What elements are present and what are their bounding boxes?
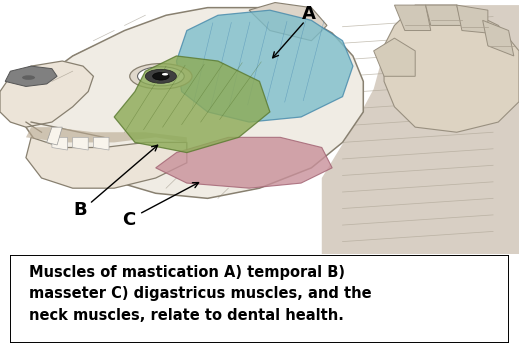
Ellipse shape: [153, 72, 169, 80]
Polygon shape: [52, 137, 67, 150]
Polygon shape: [384, 5, 519, 132]
Polygon shape: [47, 127, 62, 145]
Polygon shape: [394, 5, 431, 30]
Polygon shape: [374, 38, 415, 76]
Ellipse shape: [145, 69, 176, 83]
Polygon shape: [249, 2, 327, 41]
Polygon shape: [322, 5, 519, 254]
Polygon shape: [483, 20, 514, 56]
Polygon shape: [426, 5, 462, 26]
Polygon shape: [156, 137, 332, 188]
Polygon shape: [21, 8, 363, 198]
Ellipse shape: [22, 75, 35, 80]
Polygon shape: [457, 5, 488, 33]
Polygon shape: [26, 127, 187, 143]
Polygon shape: [73, 137, 88, 150]
Ellipse shape: [162, 73, 168, 75]
Polygon shape: [0, 61, 93, 127]
Text: B: B: [74, 201, 87, 219]
Ellipse shape: [138, 67, 184, 86]
Text: Muscles of mastication A) temporal B)
masseter C) digastricus muscles, and the
n: Muscles of mastication A) temporal B) ma…: [29, 265, 372, 323]
Ellipse shape: [130, 64, 192, 89]
Polygon shape: [93, 137, 109, 150]
Polygon shape: [5, 66, 57, 86]
Polygon shape: [176, 10, 353, 122]
Polygon shape: [26, 137, 187, 188]
Polygon shape: [114, 56, 270, 153]
Text: A: A: [302, 5, 316, 23]
Text: C: C: [122, 211, 135, 229]
